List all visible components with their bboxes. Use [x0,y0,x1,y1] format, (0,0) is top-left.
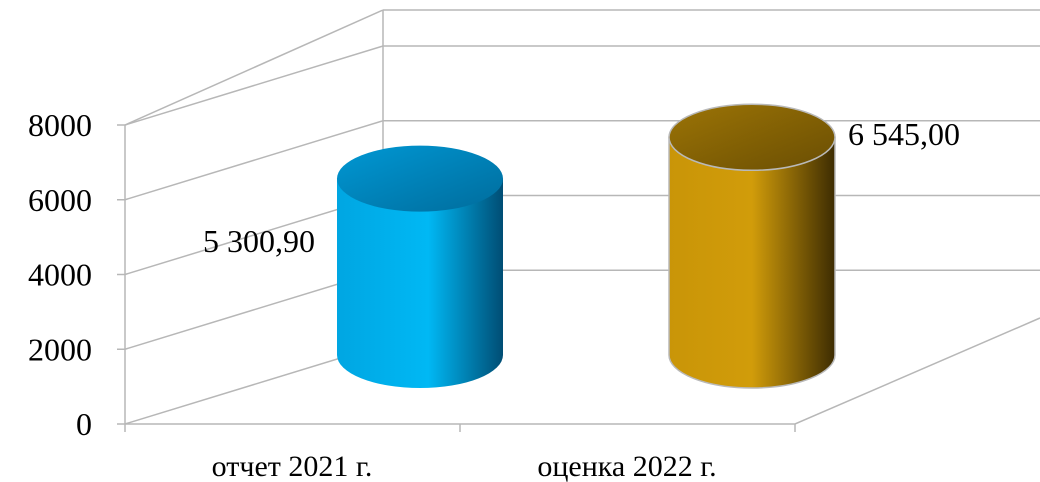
bar-cylinder [337,145,503,388]
y-tick-label: 2000 [28,331,92,367]
bar-top [337,145,503,212]
bar-cylinder [668,103,836,389]
gridline [124,269,1040,350]
bar-body [668,136,836,389]
axis-ticks: 0 2000 4000 6000 8000 [28,107,796,442]
floor-front-edge [125,317,1040,425]
bars [337,103,836,389]
y-tick-label: 0 [76,406,92,442]
data-label: 5 300,90 [203,223,315,259]
y-tick-label: 4000 [28,257,92,293]
y-tick-label: 6000 [28,182,92,218]
labels: 5 300,90 6 545,00 отчет 2021 г. оценка 2022… [203,116,960,482]
bar-body [337,178,503,388]
gridline [124,45,1040,126]
gridlines [124,45,1040,350]
chart-frame [124,9,1040,425]
side-wall-top-edge [124,9,384,126]
data-label: 6 545,00 [848,116,960,152]
x-category-label: отчет 2021 г. [212,450,373,482]
x-category-label: оценка 2022 г. [537,450,716,482]
bar-top [668,103,836,172]
y-tick-label: 8000 [28,107,92,143]
